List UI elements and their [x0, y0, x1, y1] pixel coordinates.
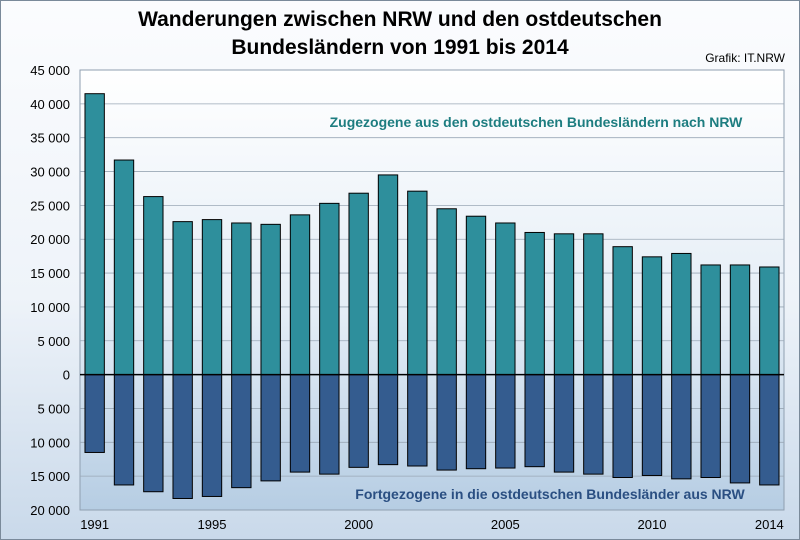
bar-zuzug: [172, 221, 193, 376]
y-tick-label: 10 000: [30, 300, 70, 315]
bar-zuzug: [700, 264, 721, 376]
bar-fortzug: [231, 374, 252, 489]
bar-fortzug: [407, 374, 428, 467]
y-tick-label: 5 000: [37, 401, 70, 416]
bar-zuzug: [759, 266, 780, 376]
y-tick-label: 10 000: [30, 435, 70, 450]
x-tick-label: 2000: [344, 517, 373, 532]
bar-fortzug: [729, 374, 751, 484]
bar-fortzug: [671, 374, 692, 480]
bar-zuzug: [319, 202, 340, 376]
y-tick-label: 5 000: [37, 334, 70, 349]
bar-zuzug: [289, 214, 311, 376]
bar-fortzug: [172, 374, 193, 499]
bar-zuzug: [612, 246, 633, 376]
bar-zuzug: [495, 222, 516, 376]
y-tick-label: 15 000: [30, 469, 70, 484]
y-tick-label: 35 000: [30, 131, 70, 146]
series-label-zuzug: Zugezogene aus den ostdeutschen Bundeslä…: [330, 114, 744, 130]
chart-source: Grafik: IT.NRW: [705, 51, 785, 65]
bar-fortzug: [113, 374, 135, 486]
bar-zuzug: [348, 192, 369, 376]
x-tick-label: 2005: [491, 517, 520, 532]
y-tick-label: 40 000: [30, 97, 70, 112]
y-tick-label: 45 000: [30, 63, 70, 78]
bar-zuzug: [201, 219, 223, 376]
bar-zuzug: [260, 223, 281, 376]
bar-fortzug: [583, 374, 604, 475]
zuzug-bars: [84, 93, 780, 376]
bar-zuzug: [231, 222, 252, 376]
gridlines: [80, 103, 784, 477]
x-axis-ticks: 1991 1995 2000 2005 2010 2014: [80, 517, 784, 532]
series-label-fortzug: Fortgezogene in die ostdeutschen Bundesl…: [355, 486, 745, 502]
bar-fortzug: [201, 374, 223, 497]
bar-fortzug: [377, 374, 399, 466]
bar-zuzug: [113, 159, 135, 376]
y-tick-label: 20 000: [30, 232, 70, 247]
bar-zuzug: [671, 252, 692, 376]
bar-zuzug: [583, 233, 604, 376]
x-tick-label: 2010: [638, 517, 667, 532]
bar-zuzug: [641, 256, 663, 376]
bar-zuzug: [143, 196, 164, 376]
bar-fortzug: [465, 374, 487, 470]
bar-fortzug: [700, 374, 721, 479]
plot-area: [79, 69, 785, 511]
bar-zuzug: [729, 264, 751, 376]
y-tick-label: 15 000: [30, 266, 70, 281]
bar-zuzug: [407, 190, 428, 376]
bar-fortzug: [553, 374, 575, 473]
x-tick-label: 1995: [198, 517, 227, 532]
bar-fortzug: [84, 374, 105, 453]
bar-fortzug: [759, 374, 780, 486]
x-tick-label: 2014: [755, 517, 784, 532]
bar-fortzug: [289, 374, 311, 473]
bar-fortzug: [143, 374, 164, 493]
bar-zuzug: [377, 174, 399, 376]
bar-fortzug: [348, 374, 369, 468]
bar-zuzug: [524, 231, 545, 376]
bar-fortzug: [260, 374, 281, 482]
bar-zuzug: [436, 208, 457, 376]
chart-title-line2: Bundesländern von 1991 bis 2014: [231, 36, 569, 59]
bar-zuzug: [465, 215, 487, 376]
y-tick-label: 30 000: [30, 165, 70, 180]
x-tick-label: 1991: [80, 517, 109, 532]
bar-fortzug: [495, 374, 516, 469]
bar-zuzug: [553, 233, 575, 376]
y-tick-label: 0: [63, 368, 70, 383]
bar-fortzug: [319, 374, 340, 475]
y-axis-ticks: 45 000 40 000 35 000 30 000 25 000 20 000 15 0…: [30, 63, 70, 518]
bar-fortzug: [436, 374, 457, 471]
y-tick-label: 25 000: [30, 198, 70, 213]
y-tick-label: 20 000: [30, 503, 70, 518]
bar-fortzug: [612, 374, 633, 479]
bar-fortzug: [641, 374, 663, 476]
bar-zuzug: [84, 93, 105, 376]
chart-title-line1: Wanderungen zwischen NRW und den ostdeut…: [138, 8, 662, 31]
bar-fortzug: [524, 374, 545, 468]
